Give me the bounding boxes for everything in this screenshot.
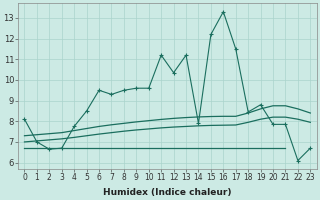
X-axis label: Humidex (Indice chaleur): Humidex (Indice chaleur) (103, 188, 232, 197)
